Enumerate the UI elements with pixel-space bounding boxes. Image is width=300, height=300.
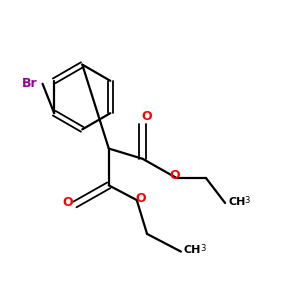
- Text: Br: Br: [22, 77, 37, 90]
- Text: 3: 3: [244, 196, 250, 205]
- Text: O: O: [142, 110, 152, 123]
- Text: O: O: [136, 192, 146, 205]
- Text: O: O: [170, 169, 180, 182]
- Text: CH: CH: [184, 245, 201, 255]
- Text: O: O: [62, 196, 73, 209]
- Text: 3: 3: [200, 244, 206, 253]
- Text: CH: CH: [228, 196, 245, 206]
